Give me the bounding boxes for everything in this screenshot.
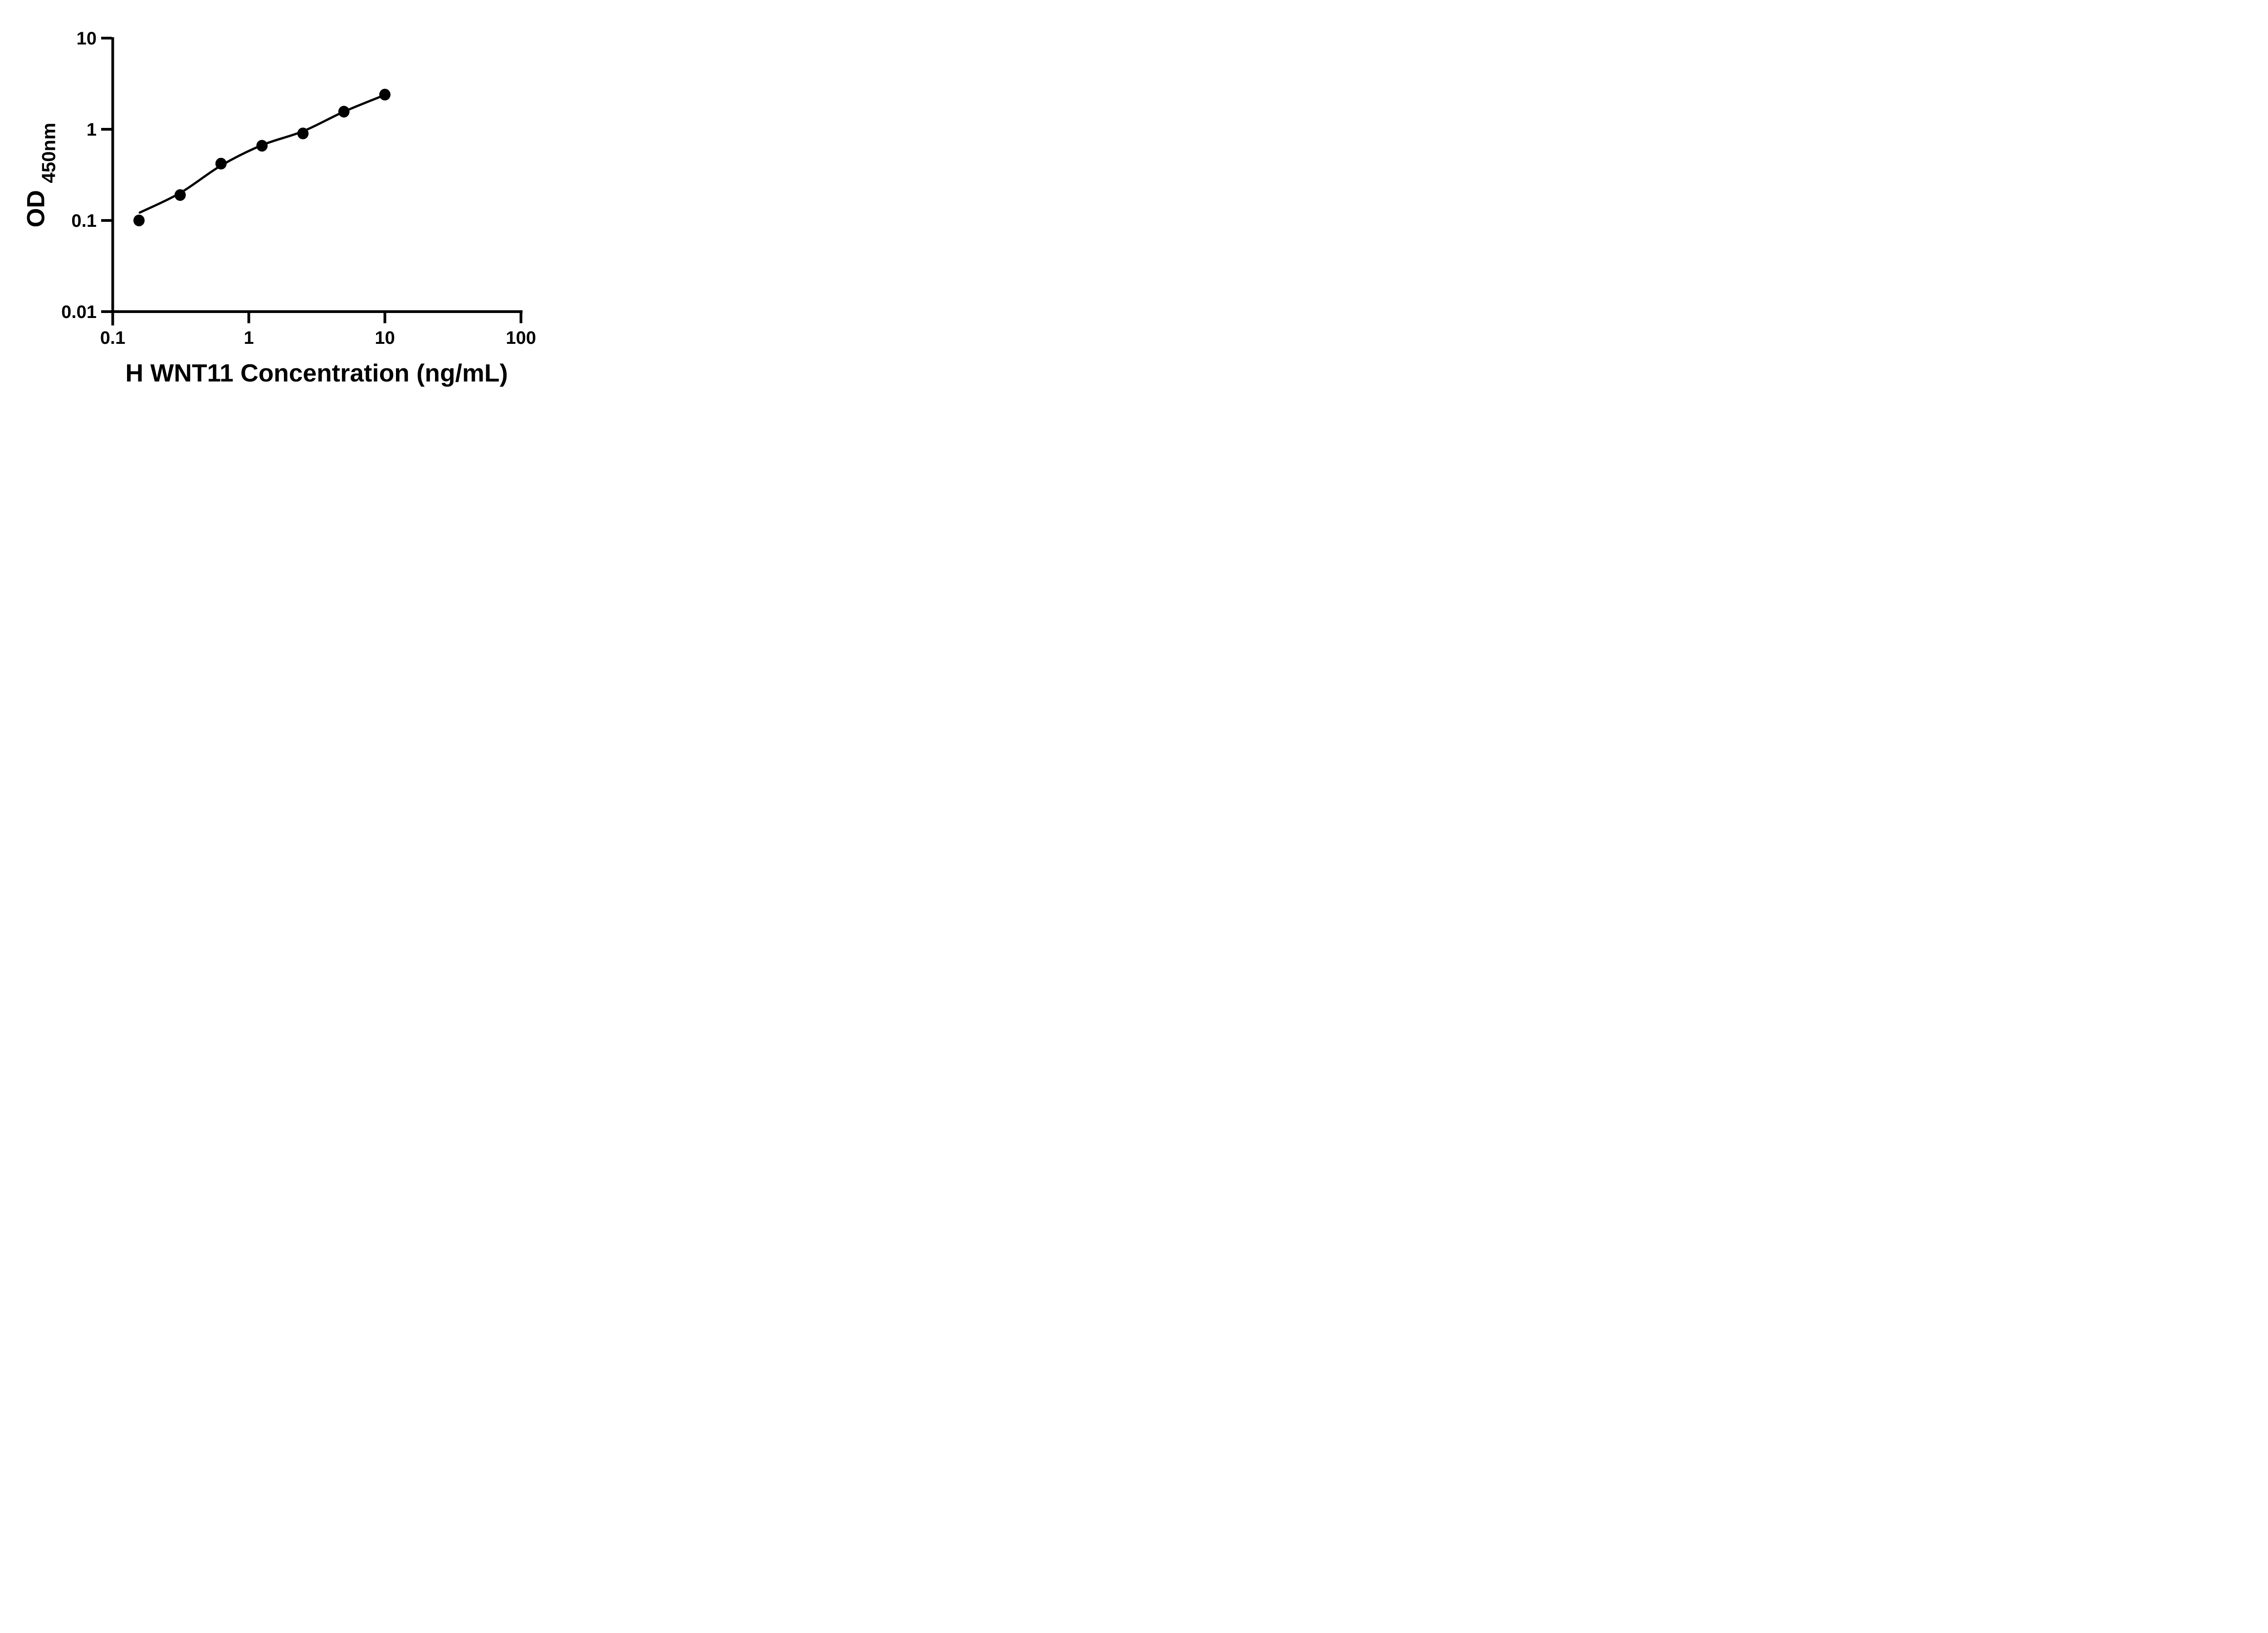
y-axis-label-main: OD bbox=[22, 190, 50, 228]
chart-canvas: 10 1 0.1 0.01 0.1 1 10 100 H WNT11 Concentratio… bbox=[0, 0, 583, 408]
x-tick-label: 0.1 bbox=[100, 328, 126, 348]
x-tick-label: 1 bbox=[244, 328, 254, 348]
data-points bbox=[133, 88, 391, 226]
y-axis-label: OD 450nm bbox=[22, 123, 59, 228]
x-axis-label: H WNT11 Concentration (ng/mL) bbox=[125, 359, 508, 387]
data-point-marker bbox=[174, 189, 186, 201]
data-point-marker bbox=[297, 127, 309, 140]
data-point-marker bbox=[379, 88, 391, 101]
y-tick-label: 0.1 bbox=[71, 211, 97, 231]
y-tick-label: 10 bbox=[77, 29, 97, 49]
data-point-marker bbox=[133, 215, 145, 226]
data-point-marker bbox=[338, 106, 350, 118]
axes bbox=[101, 37, 523, 326]
data-point-marker bbox=[215, 157, 227, 170]
y-axis-label-subscript: 450nm bbox=[38, 123, 59, 183]
y-tick-label: 0.01 bbox=[61, 302, 97, 322]
x-tick-label: 10 bbox=[375, 328, 395, 348]
y-tick-label: 1 bbox=[87, 120, 97, 140]
x-tick-label: 100 bbox=[506, 328, 536, 348]
data-point-marker bbox=[256, 140, 268, 152]
